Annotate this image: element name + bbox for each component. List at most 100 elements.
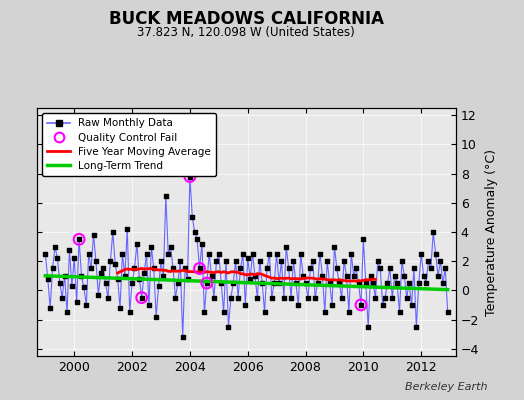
Point xyxy=(80,284,88,291)
Point xyxy=(287,294,296,301)
Point xyxy=(282,243,290,250)
Point xyxy=(200,309,209,316)
Point xyxy=(410,265,418,272)
Point xyxy=(208,272,216,279)
Point xyxy=(60,272,69,279)
Point xyxy=(161,192,170,199)
Point xyxy=(328,302,336,308)
Point xyxy=(297,251,305,257)
Point xyxy=(265,251,274,257)
Point xyxy=(116,305,124,311)
Text: 37.823 N, 120.098 W (United States): 37.823 N, 120.098 W (United States) xyxy=(137,26,355,39)
Point xyxy=(280,294,288,301)
Point xyxy=(362,280,370,286)
Point xyxy=(412,324,421,330)
Point xyxy=(352,265,361,272)
Point xyxy=(217,280,225,286)
Point xyxy=(96,270,105,276)
Point xyxy=(224,324,233,330)
Point xyxy=(313,280,322,286)
Point xyxy=(364,324,373,330)
Point xyxy=(236,265,245,272)
Point xyxy=(253,294,261,301)
Point xyxy=(46,305,54,311)
Point xyxy=(393,280,401,286)
Point xyxy=(263,265,271,272)
Point xyxy=(173,280,182,286)
Legend: Raw Monthly Data, Quality Control Fail, Five Year Moving Average, Long-Term Tren: Raw Monthly Data, Quality Control Fail, … xyxy=(42,113,216,176)
Y-axis label: Temperature Anomaly (°C): Temperature Anomaly (°C) xyxy=(485,148,498,316)
Point xyxy=(434,272,442,279)
Point xyxy=(311,294,319,301)
Point xyxy=(439,280,447,286)
Text: BUCK MEADOWS CALIFORNIA: BUCK MEADOWS CALIFORNIA xyxy=(109,10,384,28)
Point xyxy=(268,294,276,301)
Point xyxy=(381,294,389,301)
Point xyxy=(260,309,269,316)
Point xyxy=(386,265,394,272)
Point xyxy=(376,265,385,272)
Point xyxy=(128,280,136,286)
Point xyxy=(135,276,144,282)
Point xyxy=(157,258,165,264)
Point xyxy=(106,258,115,264)
Point xyxy=(357,302,365,308)
Point xyxy=(306,265,314,272)
Point xyxy=(147,243,156,250)
Point xyxy=(227,294,235,301)
Point xyxy=(152,314,160,320)
Point xyxy=(113,276,122,282)
Point xyxy=(272,251,281,257)
Point xyxy=(195,265,204,272)
Point xyxy=(155,283,163,289)
Point xyxy=(210,294,218,301)
Point xyxy=(203,280,211,286)
Point xyxy=(325,280,334,286)
Point xyxy=(222,258,230,264)
Point xyxy=(388,294,397,301)
Point xyxy=(395,309,403,316)
Point xyxy=(145,302,153,308)
Point xyxy=(205,251,213,257)
Point xyxy=(330,243,339,250)
Point xyxy=(63,309,71,316)
Point xyxy=(246,276,254,282)
Point xyxy=(275,280,283,286)
Point xyxy=(212,258,221,264)
Point xyxy=(407,302,416,308)
Point xyxy=(84,251,93,257)
Point xyxy=(56,280,64,286)
Point xyxy=(191,229,199,235)
Point xyxy=(422,280,430,286)
Point xyxy=(82,302,91,308)
Point xyxy=(185,173,194,180)
Point xyxy=(149,265,158,272)
Point xyxy=(203,280,211,286)
Point xyxy=(318,272,326,279)
Point xyxy=(299,272,308,279)
Point xyxy=(70,255,79,262)
Point xyxy=(94,292,103,298)
Point xyxy=(383,280,391,286)
Point xyxy=(43,276,52,282)
Point xyxy=(234,294,242,301)
Point xyxy=(58,294,67,301)
Point xyxy=(198,240,206,247)
Point xyxy=(104,294,112,301)
Point xyxy=(232,258,240,264)
Point xyxy=(241,302,249,308)
Point xyxy=(125,309,134,316)
Point xyxy=(258,280,266,286)
Point xyxy=(441,265,450,272)
Point xyxy=(164,251,172,257)
Point xyxy=(371,294,379,301)
Point xyxy=(87,265,95,272)
Point xyxy=(294,302,302,308)
Point xyxy=(159,272,168,279)
Point xyxy=(183,276,192,282)
Point xyxy=(123,226,132,232)
Point xyxy=(292,280,300,286)
Point xyxy=(350,272,358,279)
Point xyxy=(424,258,433,264)
Point xyxy=(443,309,452,316)
